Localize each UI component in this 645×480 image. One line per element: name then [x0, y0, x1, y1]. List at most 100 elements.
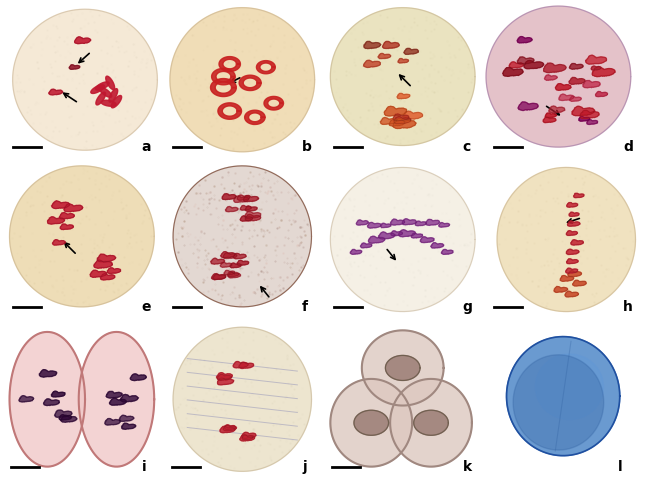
Polygon shape [75, 38, 91, 45]
Polygon shape [218, 104, 241, 120]
Polygon shape [497, 168, 635, 312]
Polygon shape [591, 67, 600, 71]
Polygon shape [226, 207, 238, 212]
Polygon shape [535, 354, 604, 420]
Polygon shape [565, 291, 579, 297]
Polygon shape [13, 10, 157, 151]
Text: f: f [302, 300, 308, 313]
Polygon shape [413, 410, 448, 435]
Polygon shape [99, 88, 112, 98]
Polygon shape [573, 194, 584, 198]
Polygon shape [330, 168, 475, 312]
Polygon shape [569, 78, 585, 85]
Polygon shape [364, 42, 381, 49]
Polygon shape [233, 197, 249, 203]
Polygon shape [49, 90, 63, 96]
Polygon shape [10, 167, 154, 307]
Polygon shape [52, 240, 65, 246]
Polygon shape [412, 234, 422, 239]
Polygon shape [173, 327, 312, 471]
Polygon shape [368, 223, 381, 228]
Polygon shape [569, 213, 579, 217]
Polygon shape [224, 271, 235, 276]
Polygon shape [90, 271, 106, 278]
Polygon shape [517, 58, 534, 65]
Polygon shape [573, 281, 586, 287]
Polygon shape [390, 379, 472, 467]
Polygon shape [223, 253, 237, 259]
Polygon shape [506, 337, 620, 456]
Polygon shape [244, 212, 261, 219]
Polygon shape [361, 243, 372, 248]
Text: c: c [462, 140, 471, 154]
Polygon shape [107, 268, 121, 274]
Polygon shape [79, 332, 154, 467]
Text: a: a [142, 140, 151, 154]
Polygon shape [55, 410, 72, 418]
Polygon shape [233, 254, 246, 259]
Polygon shape [587, 120, 598, 125]
Polygon shape [567, 203, 578, 208]
Polygon shape [595, 92, 608, 97]
Polygon shape [52, 202, 70, 209]
Polygon shape [545, 114, 557, 119]
Polygon shape [239, 76, 261, 91]
Text: k: k [462, 459, 471, 473]
Polygon shape [561, 276, 574, 282]
Polygon shape [397, 94, 410, 99]
Polygon shape [95, 83, 109, 91]
Polygon shape [242, 435, 253, 440]
Polygon shape [354, 410, 388, 435]
Polygon shape [119, 415, 134, 421]
Polygon shape [96, 93, 106, 106]
Polygon shape [212, 69, 235, 85]
Polygon shape [502, 68, 523, 77]
Polygon shape [579, 117, 590, 122]
Polygon shape [549, 107, 564, 113]
Polygon shape [399, 230, 415, 237]
Polygon shape [244, 111, 265, 125]
Polygon shape [356, 220, 368, 226]
Polygon shape [518, 103, 538, 111]
Text: j: j [302, 459, 306, 473]
Text: g: g [462, 300, 472, 313]
Polygon shape [381, 224, 391, 228]
Polygon shape [230, 264, 241, 268]
Polygon shape [228, 272, 239, 277]
Polygon shape [381, 118, 397, 125]
Polygon shape [228, 273, 241, 278]
Polygon shape [219, 58, 241, 72]
Polygon shape [217, 378, 233, 385]
Polygon shape [122, 423, 136, 430]
Polygon shape [415, 222, 426, 226]
Polygon shape [213, 275, 226, 280]
Polygon shape [257, 61, 275, 74]
Polygon shape [212, 274, 226, 280]
Polygon shape [566, 231, 577, 236]
Polygon shape [217, 374, 232, 381]
Polygon shape [94, 261, 112, 269]
Polygon shape [221, 252, 235, 258]
Polygon shape [404, 49, 419, 55]
Polygon shape [217, 373, 232, 380]
Polygon shape [10, 332, 85, 467]
Polygon shape [245, 215, 261, 221]
Polygon shape [48, 217, 64, 225]
Polygon shape [544, 75, 557, 81]
Polygon shape [112, 96, 122, 108]
Polygon shape [391, 231, 402, 236]
Polygon shape [431, 243, 444, 249]
Polygon shape [559, 95, 574, 101]
Polygon shape [105, 419, 121, 425]
Polygon shape [571, 240, 584, 246]
Polygon shape [239, 362, 253, 369]
Polygon shape [572, 107, 595, 117]
Polygon shape [586, 56, 606, 65]
Polygon shape [222, 194, 236, 200]
Polygon shape [524, 61, 544, 70]
Polygon shape [69, 66, 80, 70]
Polygon shape [240, 435, 255, 441]
Polygon shape [441, 250, 453, 255]
Polygon shape [517, 37, 532, 44]
Polygon shape [398, 60, 408, 64]
